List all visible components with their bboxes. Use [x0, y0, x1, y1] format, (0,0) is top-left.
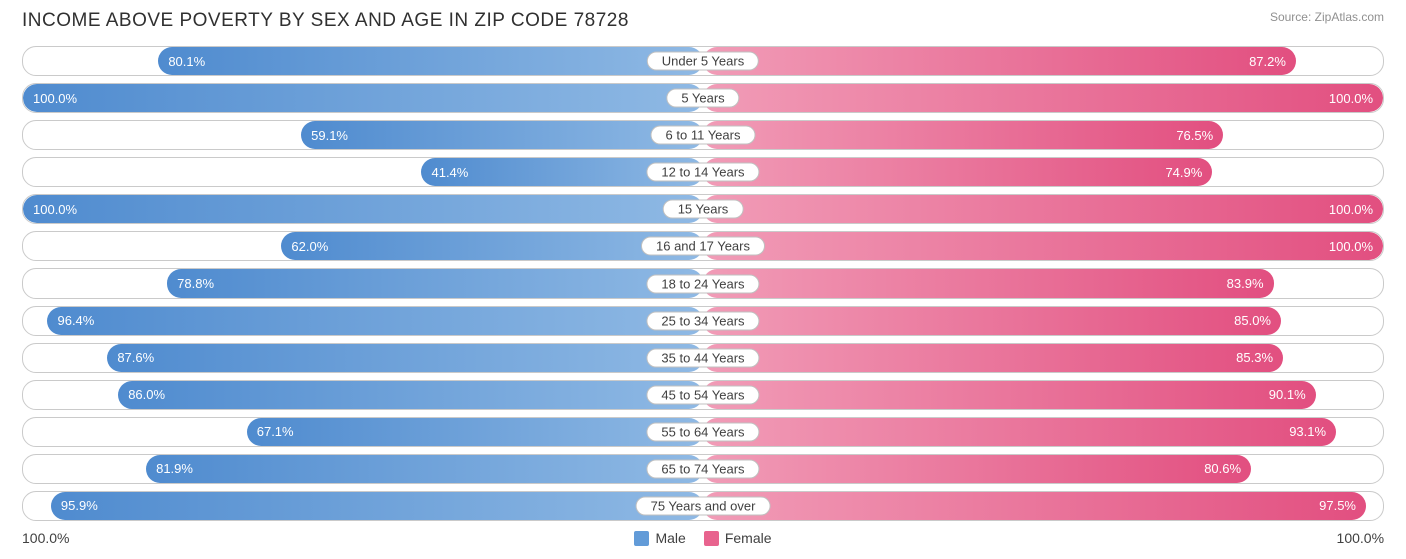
category-label: 45 to 54 Years — [646, 385, 759, 404]
female-bar: 85.3% — [703, 344, 1283, 372]
male-half: 80.1% — [23, 47, 703, 75]
male-bar: 67.1% — [247, 418, 703, 446]
male-half: 100.0% — [23, 195, 703, 223]
header: INCOME ABOVE POVERTY BY SEX AND AGE IN Z… — [22, 10, 1384, 32]
category-label: 75 Years and over — [636, 496, 771, 515]
female-half: 74.9% — [703, 158, 1383, 186]
female-half: 85.0% — [703, 307, 1383, 335]
chart-row: 78.8%83.9%18 to 24 Years — [22, 268, 1384, 298]
chart-row: 96.4%85.0%25 to 34 Years — [22, 306, 1384, 336]
legend-label-female: Female — [725, 530, 772, 546]
male-bar: 62.0% — [281, 232, 703, 260]
butterfly-chart: INCOME ABOVE POVERTY BY SEX AND AGE IN Z… — [0, 0, 1406, 559]
male-bar: 78.8% — [167, 269, 703, 297]
swatch-male — [634, 531, 649, 546]
female-half: 97.5% — [703, 492, 1383, 520]
category-label: 55 to 64 Years — [646, 422, 759, 441]
male-bar: 100.0% — [23, 84, 703, 112]
male-bar: 59.1% — [301, 121, 703, 149]
female-bar: 100.0% — [703, 232, 1383, 260]
female-bar: 100.0% — [703, 195, 1383, 223]
male-half: 62.0% — [23, 232, 703, 260]
swatch-female — [704, 531, 719, 546]
chart-row: 59.1%76.5%6 to 11 Years — [22, 120, 1384, 150]
category-label: 65 to 74 Years — [646, 459, 759, 478]
female-bar: 87.2% — [703, 47, 1296, 75]
chart-row: 86.0%90.1%45 to 54 Years — [22, 380, 1384, 410]
chart-row: 81.9%80.6%65 to 74 Years — [22, 454, 1384, 484]
category-label: Under 5 Years — [647, 52, 759, 71]
male-bar: 96.4% — [47, 307, 703, 335]
male-bar: 100.0% — [23, 195, 703, 223]
female-bar: 80.6% — [703, 455, 1251, 483]
male-half: 100.0% — [23, 84, 703, 112]
male-half: 67.1% — [23, 418, 703, 446]
male-bar: 95.9% — [51, 492, 703, 520]
source-attribution: Source: ZipAtlas.com — [1270, 10, 1384, 24]
female-bar: 83.9% — [703, 269, 1274, 297]
female-bar: 74.9% — [703, 158, 1212, 186]
male-bar: 86.0% — [118, 381, 703, 409]
category-label: 12 to 14 Years — [646, 163, 759, 182]
category-label: 15 Years — [663, 200, 744, 219]
legend: Male Female — [634, 530, 771, 546]
category-label: 18 to 24 Years — [646, 274, 759, 293]
female-half: 76.5% — [703, 121, 1383, 149]
chart-row: 87.6%85.3%35 to 44 Years — [22, 343, 1384, 373]
female-half: 83.9% — [703, 269, 1383, 297]
female-half: 90.1% — [703, 381, 1383, 409]
legend-label-male: Male — [655, 530, 685, 546]
female-bar: 97.5% — [703, 492, 1366, 520]
chart-title: INCOME ABOVE POVERTY BY SEX AND AGE IN Z… — [22, 10, 629, 32]
chart-footer: 100.0% Male Female 100.0% — [22, 527, 1384, 549]
axis-right-label: 100.0% — [772, 530, 1384, 546]
female-bar: 85.0% — [703, 307, 1281, 335]
chart-row: 41.4%74.9%12 to 14 Years — [22, 157, 1384, 187]
chart-row: 67.1%93.1%55 to 64 Years — [22, 417, 1384, 447]
female-half: 93.1% — [703, 418, 1383, 446]
male-half: 86.0% — [23, 381, 703, 409]
male-bar: 80.1% — [158, 47, 703, 75]
category-label: 6 to 11 Years — [651, 126, 756, 145]
female-half: 80.6% — [703, 455, 1383, 483]
female-bar: 90.1% — [703, 381, 1316, 409]
male-half: 87.6% — [23, 344, 703, 372]
axis-left-label: 100.0% — [22, 530, 634, 546]
female-bar: 93.1% — [703, 418, 1336, 446]
category-label: 35 to 44 Years — [646, 348, 759, 367]
legend-item-male: Male — [634, 530, 685, 546]
male-half: 81.9% — [23, 455, 703, 483]
female-bar: 76.5% — [703, 121, 1223, 149]
female-half: 100.0% — [703, 232, 1383, 260]
female-half: 100.0% — [703, 195, 1383, 223]
female-half: 100.0% — [703, 84, 1383, 112]
male-bar: 87.6% — [107, 344, 703, 372]
female-half: 87.2% — [703, 47, 1383, 75]
male-bar: 81.9% — [146, 455, 703, 483]
chart-row: 95.9%97.5%75 Years and over — [22, 491, 1384, 521]
female-half: 85.3% — [703, 344, 1383, 372]
legend-item-female: Female — [704, 530, 772, 546]
male-half: 41.4% — [23, 158, 703, 186]
male-half: 96.4% — [23, 307, 703, 335]
male-half: 59.1% — [23, 121, 703, 149]
chart-row: 80.1%87.2%Under 5 Years — [22, 46, 1384, 76]
chart-rows: 80.1%87.2%Under 5 Years100.0%100.0%5 Yea… — [22, 46, 1384, 521]
category-label: 5 Years — [666, 89, 739, 108]
female-bar: 100.0% — [703, 84, 1383, 112]
category-label: 16 and 17 Years — [641, 237, 765, 256]
chart-row: 100.0%100.0%5 Years — [22, 83, 1384, 113]
chart-row: 100.0%100.0%15 Years — [22, 194, 1384, 224]
male-half: 95.9% — [23, 492, 703, 520]
chart-row: 62.0%100.0%16 and 17 Years — [22, 231, 1384, 261]
male-half: 78.8% — [23, 269, 703, 297]
category-label: 25 to 34 Years — [646, 311, 759, 330]
